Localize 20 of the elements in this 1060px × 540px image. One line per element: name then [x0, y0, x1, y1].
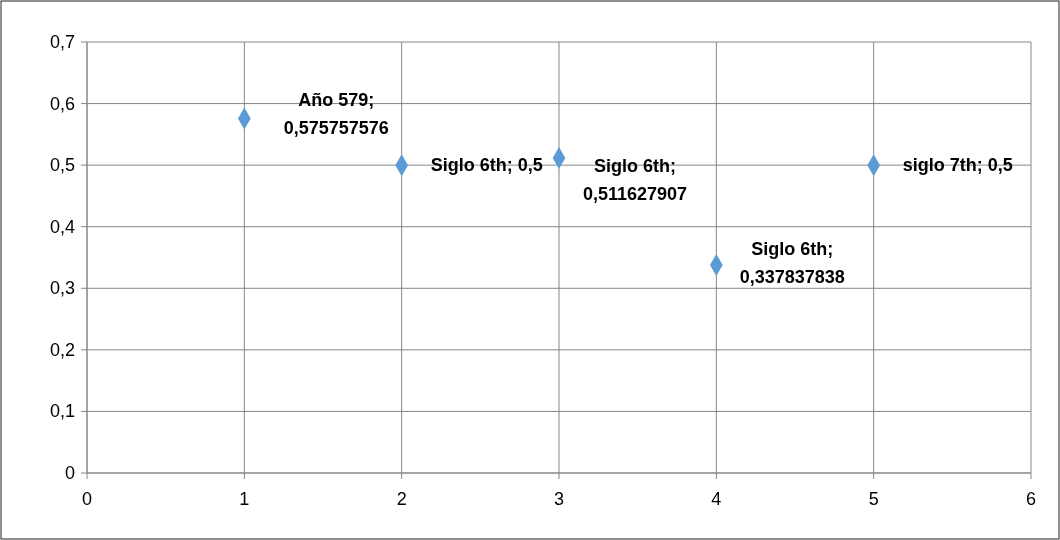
x-tick-label: 4	[711, 489, 722, 509]
y-tick-label: 0,7	[49, 32, 75, 52]
y-tick-label: 0,5	[49, 155, 75, 176]
y-tick-label: 0,2	[49, 339, 75, 360]
x-tick-label: 3	[553, 489, 565, 509]
y-tick-label: 0	[64, 463, 75, 483]
data-label: Siglo 6th; 0,337837838	[739, 238, 845, 287]
data-label: Siglo 6th; 0,511627907	[582, 155, 688, 204]
y-tick-label: 0,4	[49, 216, 75, 237]
y-tick-label: 0,3	[49, 278, 75, 299]
x-tick-label: 2	[396, 489, 407, 509]
data-label: Siglo 6th; 0,5	[430, 155, 543, 176]
x-tick-label: 6	[1025, 489, 1037, 509]
x-tick-label: 5	[868, 489, 879, 509]
data-label: siglo 7th; 0,5	[902, 155, 1013, 176]
data-label: Año 579; 0,575757576	[283, 90, 389, 139]
y-tick-label: 0,6	[49, 93, 75, 114]
x-tick-label: 0	[81, 489, 93, 509]
y-tick-label: 0,1	[49, 401, 75, 422]
x-tick-label: 1	[239, 489, 250, 509]
